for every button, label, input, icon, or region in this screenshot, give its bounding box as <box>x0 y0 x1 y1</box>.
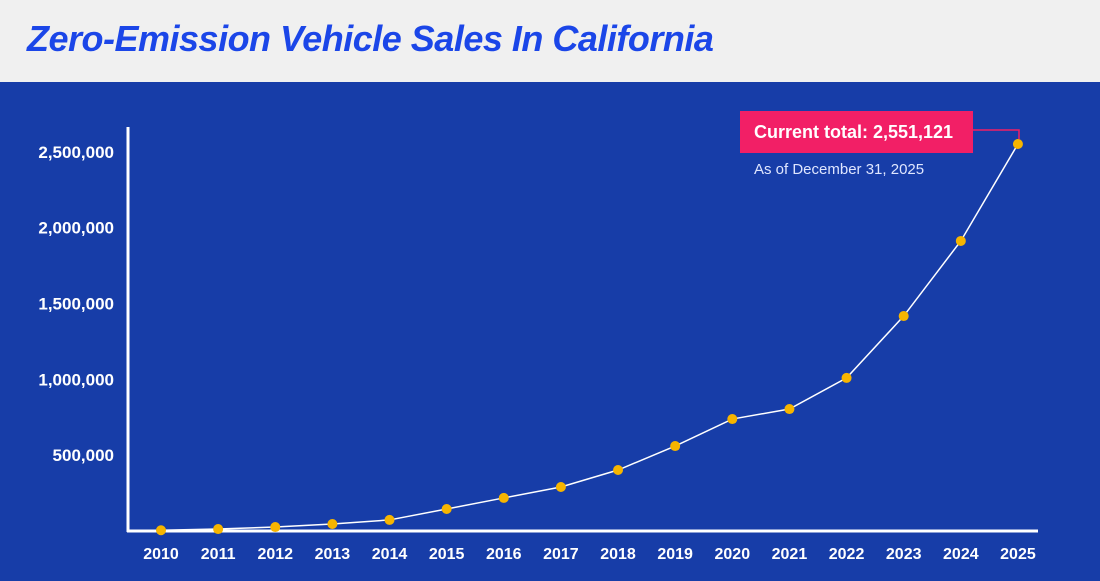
y-tick-label: 1,000,000 <box>38 370 114 389</box>
data-point <box>384 514 395 525</box>
callout-sublabel: As of December 31, 2025 <box>754 161 924 178</box>
callout-connector <box>972 129 1020 139</box>
y-tick-label: 1,500,000 <box>38 294 114 313</box>
data-point <box>898 311 909 322</box>
x-tick-label: 2015 <box>429 546 465 563</box>
data-point <box>498 492 509 503</box>
callout-box <box>740 111 973 153</box>
x-tick-label: 2014 <box>372 546 408 563</box>
x-tick-label: 2024 <box>943 546 979 563</box>
data-point <box>213 524 224 535</box>
data-point <box>727 414 738 425</box>
data-point <box>270 522 281 533</box>
data-point <box>613 465 624 476</box>
header: Zero-Emission Vehicle Sales In Californi… <box>0 0 1100 82</box>
data-point <box>327 519 338 530</box>
x-tick-label: 2025 <box>1000 546 1036 563</box>
data-point <box>441 504 452 515</box>
x-tick-label: 2023 <box>886 546 922 563</box>
series-line <box>160 143 1019 531</box>
data-point <box>841 372 852 383</box>
data-point <box>156 525 166 536</box>
data-point <box>1012 139 1023 149</box>
line-chart: 500,000 1,000,000 1,500,000 2,000,000 2,500,… <box>38 111 1038 563</box>
x-tick-label: 2017 <box>543 546 579 563</box>
x-tick-label: 2018 <box>600 546 636 563</box>
x-tick-label: 2013 <box>315 546 351 563</box>
x-tick-label: 2020 <box>715 546 751 563</box>
data-point <box>784 404 795 415</box>
y-tick-label: 2,000,000 <box>38 219 114 238</box>
y-tick-label: 2,500,000 <box>38 143 114 162</box>
data-point <box>555 482 566 493</box>
page-title: Zero-Emission Vehicle Sales In Californi… <box>27 18 714 59</box>
x-tick-label: 2016 <box>486 546 522 563</box>
x-tick-label: 2022 <box>829 546 865 563</box>
x-tick-label: 2011 <box>201 546 236 563</box>
x-tick-label: 2021 <box>772 546 808 563</box>
x-tick-label: 2019 <box>657 546 693 563</box>
data-point <box>670 441 681 452</box>
y-tick-label: 500,000 <box>53 446 114 465</box>
x-tick-label: 2010 <box>143 546 179 563</box>
callout-label: Current total: 2,551,121 <box>754 122 953 142</box>
data-point <box>955 235 966 246</box>
x-tick-label: 2012 <box>257 546 293 563</box>
